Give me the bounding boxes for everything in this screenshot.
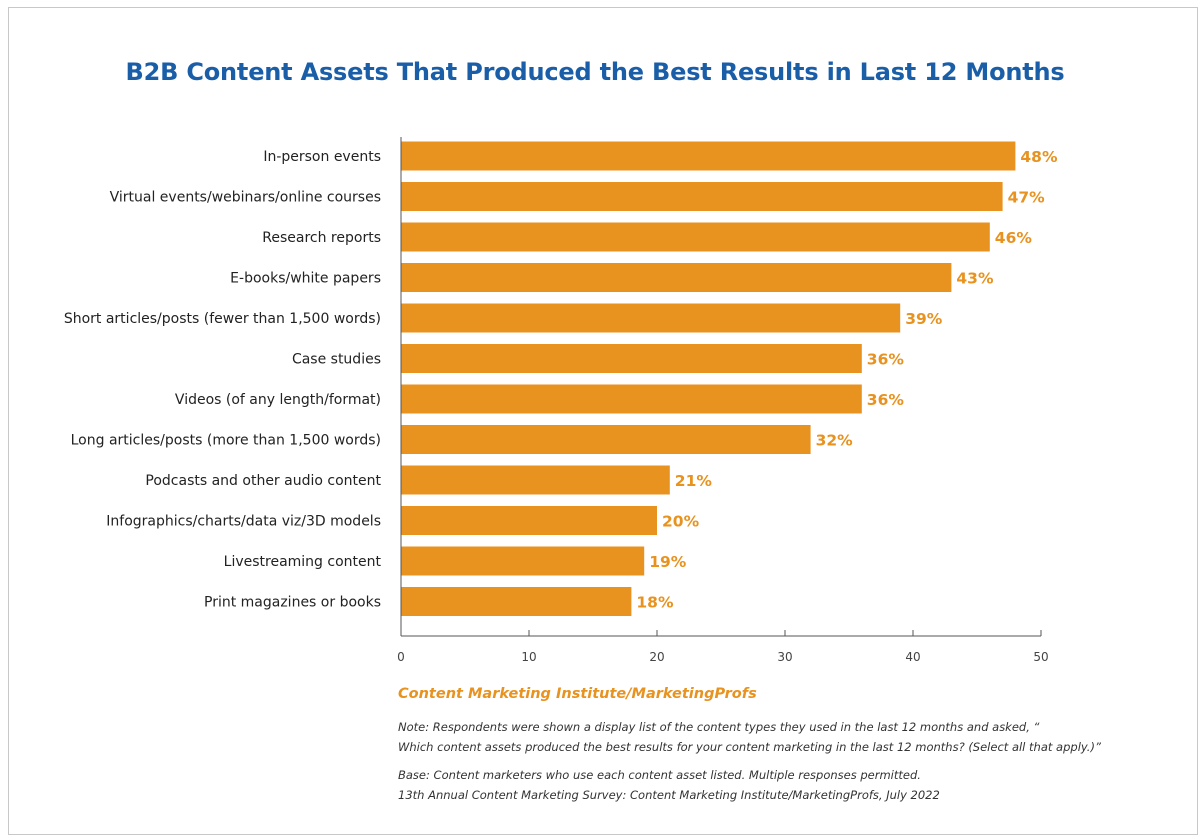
bar <box>401 587 632 616</box>
note-line-1: Note: Respondents were shown a display l… <box>398 720 1040 734</box>
x-tick-label: 20 <box>649 650 664 664</box>
category-label: Virtual events/webinars/online courses <box>110 190 381 206</box>
category-label: E-books/white papers <box>230 271 381 287</box>
bar <box>401 141 1016 171</box>
bar <box>401 263 952 292</box>
value-label: 48% <box>1020 148 1058 166</box>
base-line-2: 13th Annual Content Marketing Survey: Co… <box>398 788 940 802</box>
bar <box>401 506 657 535</box>
category-label: In-person events <box>263 149 381 165</box>
value-label: 18% <box>636 594 674 612</box>
x-tick-label: 40 <box>905 650 920 664</box>
category-label: Livestreaming content <box>224 554 382 570</box>
value-label: 46% <box>995 229 1033 247</box>
category-label: Long articles/posts (more than 1,500 wor… <box>71 433 381 449</box>
bar <box>401 344 862 373</box>
category-label: Research reports <box>262 230 381 246</box>
value-label: 36% <box>867 391 905 409</box>
bar <box>401 303 901 333</box>
value-label: 32% <box>816 432 854 450</box>
value-label: 39% <box>905 310 943 328</box>
bar <box>401 465 670 495</box>
value-label: 21% <box>675 472 713 490</box>
bar <box>401 182 1003 211</box>
bar <box>401 546 645 576</box>
value-label: 19% <box>649 553 687 571</box>
category-label: Infographics/charts/data viz/3D models <box>106 514 381 530</box>
bar <box>401 425 811 454</box>
plot-area: In-person events 48% Virtual events/webina… <box>64 137 1058 664</box>
category-label: Short articles/posts (fewer than 1,500 w… <box>64 311 381 327</box>
category-label: Print magazines or books <box>204 595 381 611</box>
x-tick-label: 30 <box>777 650 792 664</box>
value-label: 20% <box>662 513 700 531</box>
value-label: 43% <box>956 270 994 288</box>
x-tick-label: 0 <box>397 650 405 664</box>
x-tick-label: 10 <box>521 650 536 664</box>
bar <box>401 222 990 252</box>
x-tick-label: 50 <box>1033 650 1048 664</box>
bar <box>401 384 862 414</box>
note-line-2: Which content assets produced the best r… <box>398 740 1101 754</box>
chart-title: B2B Content Assets That Produced the Bes… <box>125 58 1065 86</box>
category-label: Podcasts and other audio content <box>145 473 381 489</box>
value-label: 47% <box>1008 189 1046 207</box>
category-label: Case studies <box>292 352 381 368</box>
value-label: 36% <box>867 351 905 369</box>
base-line-1: Base: Content marketers who use each con… <box>398 768 921 782</box>
category-label: Videos (of any length/format) <box>175 392 381 408</box>
source-label: Content Marketing Institute/MarketingPro… <box>398 686 757 702</box>
